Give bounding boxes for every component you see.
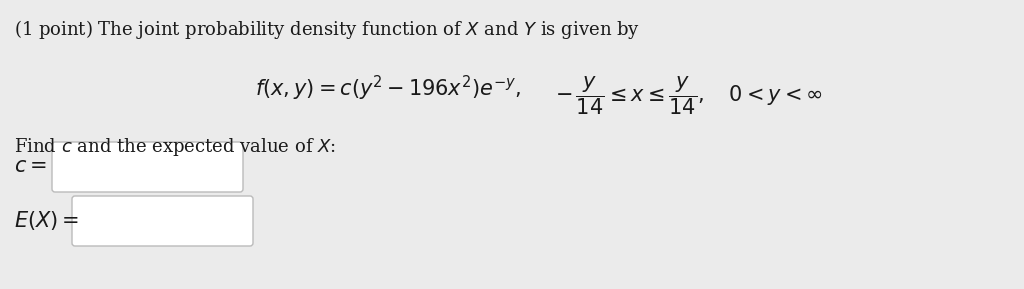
- Text: (1 point) The joint probability density function of $X$ and $Y$ is given by: (1 point) The joint probability density …: [14, 18, 640, 41]
- Text: $-\,\dfrac{y}{14} \leq x \leq \dfrac{y}{14},\quad 0 < y < \infty$: $-\,\dfrac{y}{14} \leq x \leq \dfrac{y}{…: [555, 74, 823, 116]
- FancyBboxPatch shape: [52, 142, 243, 192]
- FancyBboxPatch shape: [72, 196, 253, 246]
- Text: Find $c$ and the expected value of $X$:: Find $c$ and the expected value of $X$:: [14, 136, 336, 158]
- Text: $c =$: $c =$: [14, 158, 47, 177]
- Text: $f(x, y) = c(y^2 - 196x^2)e^{-y},$: $f(x, y) = c(y^2 - 196x^2)e^{-y},$: [255, 74, 521, 103]
- Text: $E(X) =$: $E(X) =$: [14, 210, 79, 232]
